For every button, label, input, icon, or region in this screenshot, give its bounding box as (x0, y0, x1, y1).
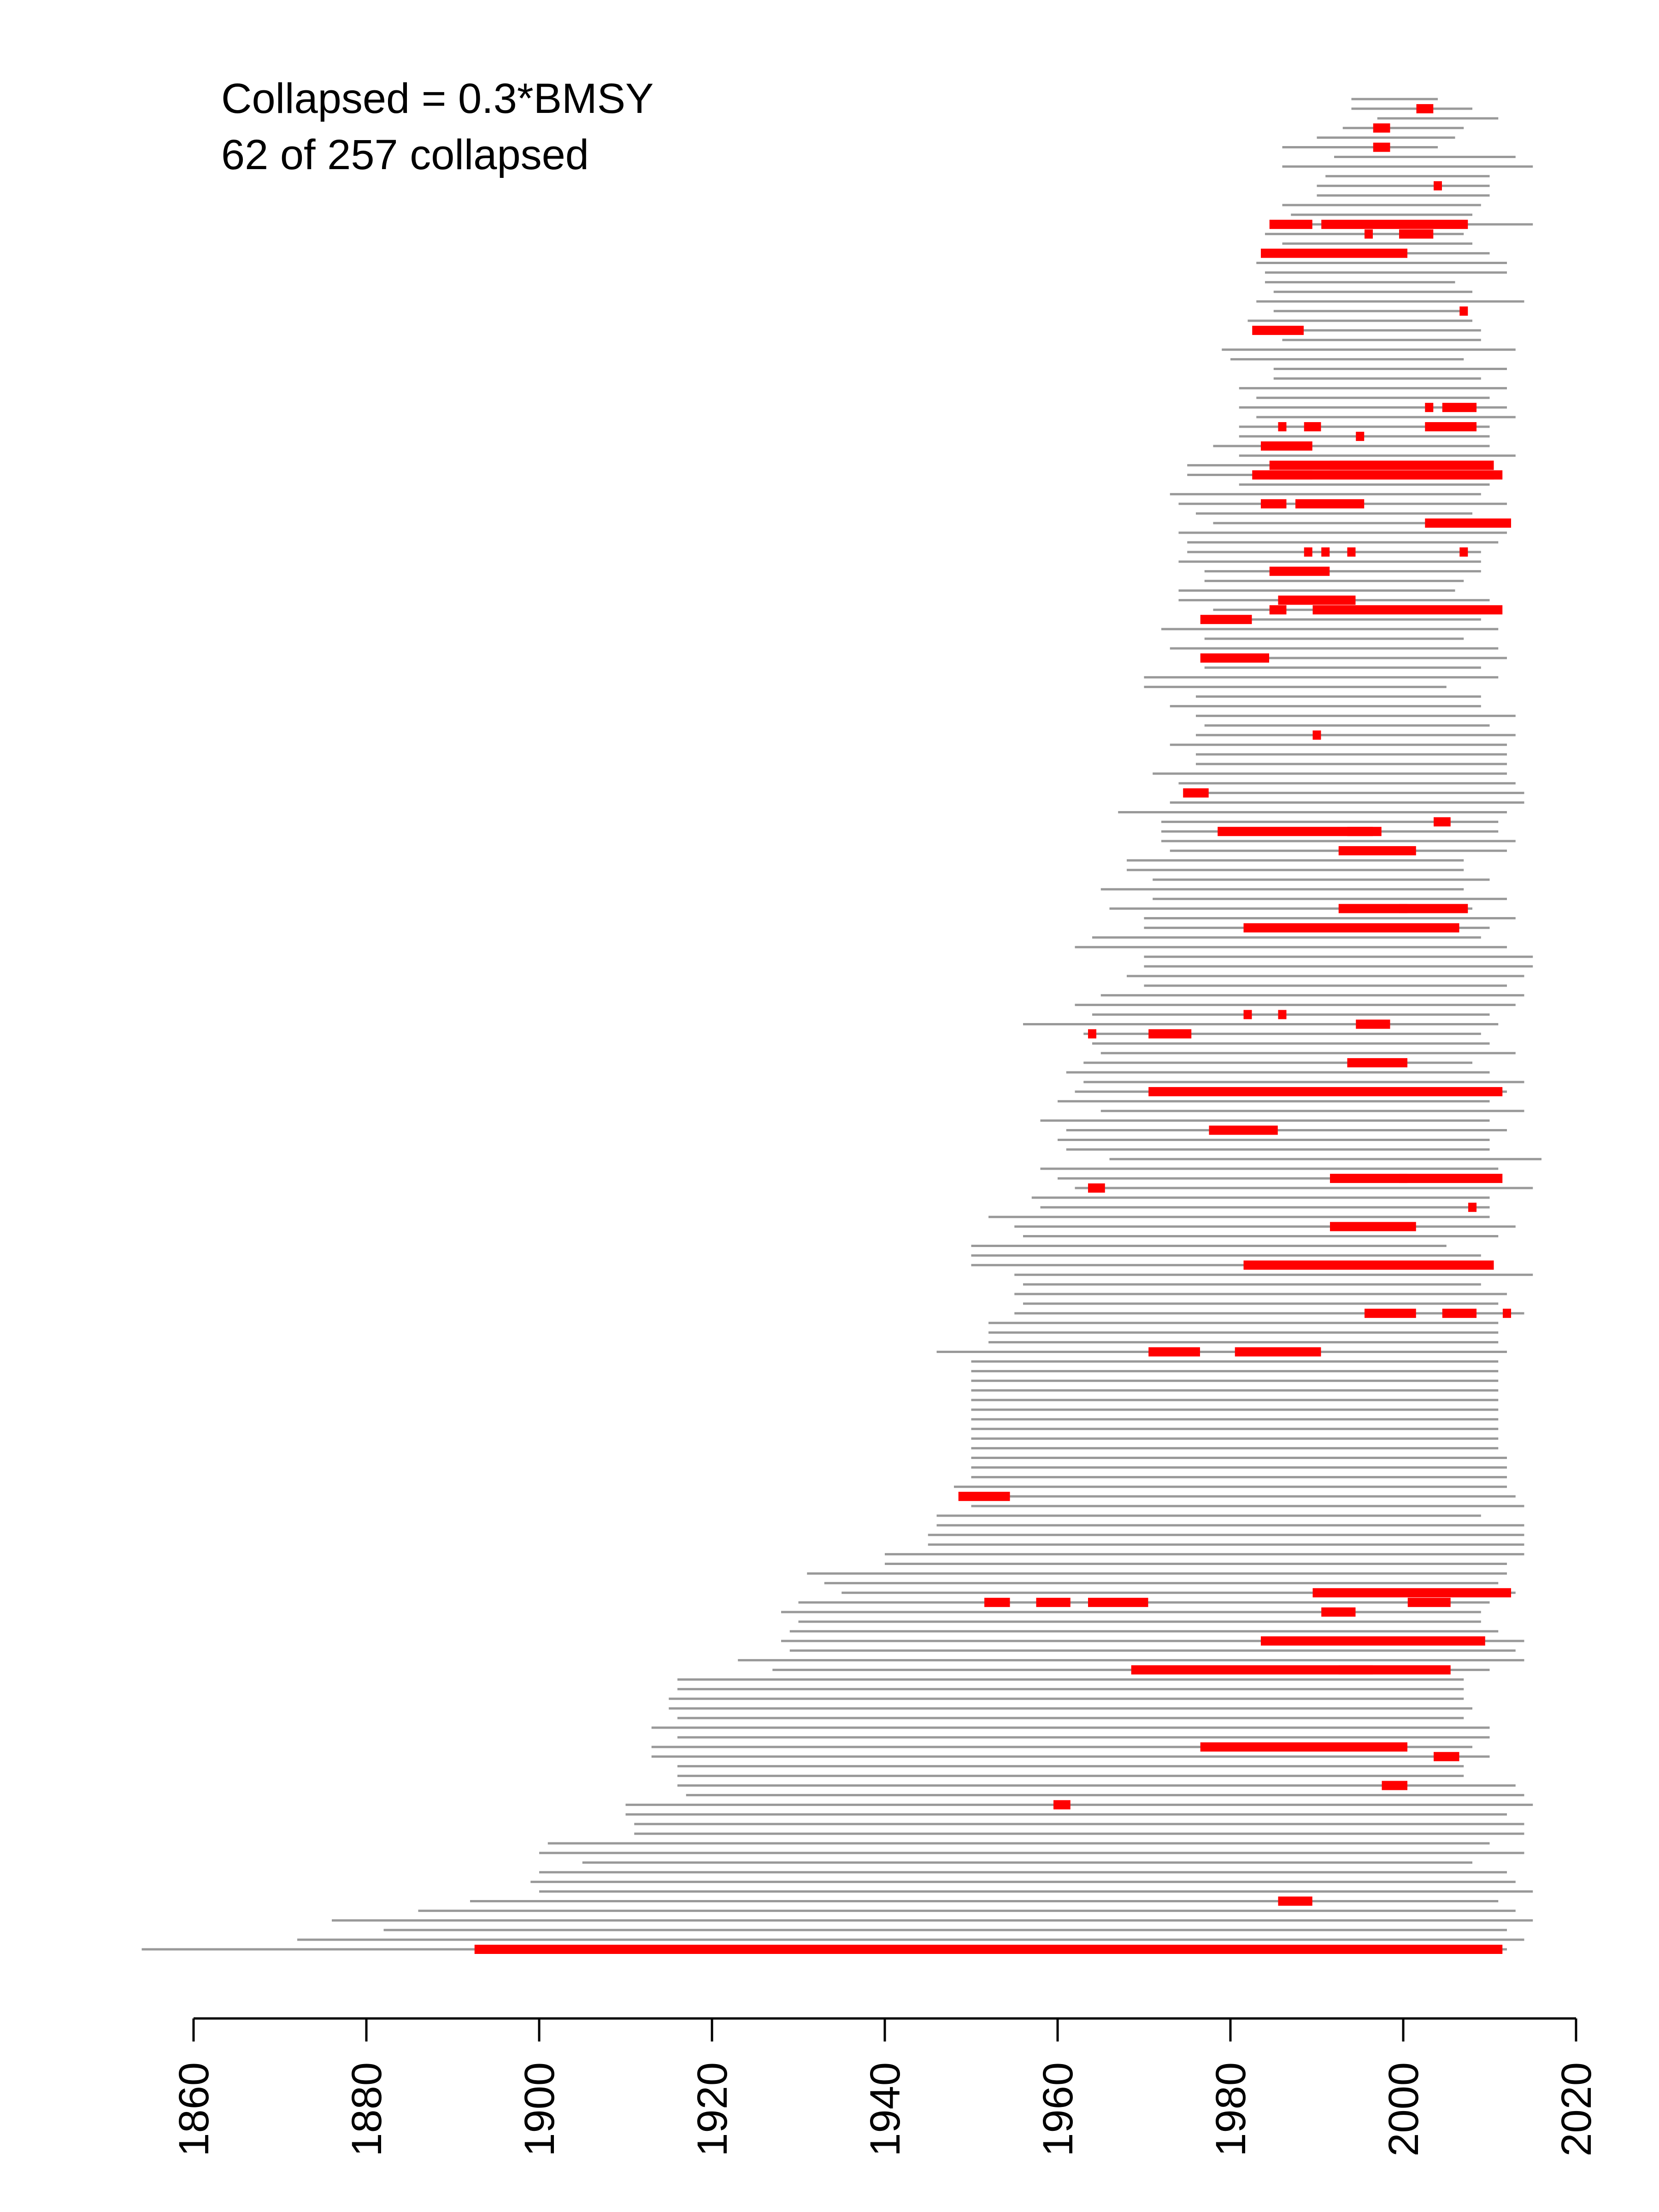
collapse-period-bar (1338, 904, 1407, 913)
collapse-period-bar (1148, 1087, 1503, 1096)
collapse-period-bar (1442, 1308, 1477, 1318)
collapse-period-bar (1278, 1010, 1287, 1019)
collapse-period-bar (1131, 1665, 1451, 1675)
collapse-period-bar (1148, 1029, 1192, 1039)
collapse-period-bar (1261, 248, 1407, 258)
collapse-period-bar (1261, 441, 1312, 451)
collapse-period-bar (1373, 142, 1390, 152)
x-axis-tick-label: 1920 (689, 2062, 736, 2157)
collapse-period-bar (1088, 1029, 1096, 1039)
collapse-period-bar (1295, 499, 1365, 509)
collapse-period-bar (1330, 460, 1494, 470)
collapse-period-bar (1278, 422, 1287, 431)
collapse-period-bar (1442, 403, 1477, 412)
collapse-period-bar (1218, 827, 1382, 836)
x-axis-tick-label: 2000 (1380, 2062, 1427, 2157)
x-axis-tick-label: 1880 (343, 2062, 390, 2157)
collapse-period-bar (1200, 615, 1252, 624)
collapse-period-bar (1261, 1636, 1485, 1646)
collapse-period-bar (1356, 431, 1365, 441)
collapse-period-bar (1304, 547, 1312, 557)
collapse-period-bar (1347, 827, 1373, 836)
collapse-period-bar (1330, 1222, 1416, 1231)
collapse-period-bar (1036, 1598, 1071, 1607)
collapse-period-bar (1243, 923, 1459, 933)
collapse-period-bar (1356, 1019, 1390, 1029)
collapse-period-bar (1434, 817, 1451, 827)
collapse-period-bar (1088, 1183, 1105, 1193)
x-axis-tick-label: 1960 (1035, 2062, 1082, 2157)
collapse-period-bar (1425, 518, 1511, 528)
collapse-period-bar (1416, 104, 1434, 113)
collapse-period-bar (1278, 595, 1356, 605)
collapse-periods-layer (474, 104, 1511, 1954)
collapse-period-bar (1330, 1174, 1407, 1183)
collapse-period-bar (1243, 1010, 1252, 1019)
collapse-period-bar (1243, 1260, 1494, 1270)
collapse-period-bar (1373, 123, 1390, 133)
collapse-period-bar (1407, 1598, 1451, 1607)
collapse-period-bar (1209, 1125, 1278, 1135)
collapse-period-bar (1088, 1598, 1148, 1607)
collapse-period-bar (1252, 325, 1304, 335)
collapse-period-bar (1053, 1800, 1071, 1810)
x-axis-tick-label: 2020 (1553, 2062, 1600, 2157)
collapse-period-bar (1425, 422, 1477, 431)
collapse-period-bar (1330, 470, 1494, 480)
collapse-period-bar (1321, 1607, 1356, 1617)
collapse-period-bar (1183, 788, 1209, 798)
collapse-period-bar (1347, 1058, 1407, 1068)
collapse-period-bar (474, 1945, 1503, 1954)
collapse-period-bar (984, 1598, 1010, 1607)
collapse-period-bar (958, 1492, 1010, 1501)
x-axis-tick-label: 1860 (171, 2062, 218, 2157)
collapse-period-bar (1321, 547, 1330, 557)
collapse-period-bar (1365, 1308, 1416, 1318)
collapse-period-bar (1312, 730, 1321, 740)
collapse-period-bar (1321, 219, 1468, 229)
collapse-period-bar (1338, 1665, 1373, 1675)
collapse-period-bar (1399, 1174, 1503, 1183)
collapse-period-bar (1459, 306, 1468, 316)
collapsed-count-annotation: 62 of 257 collapsed (221, 131, 589, 178)
collapse-period-bar (1148, 1347, 1200, 1357)
collapse-period-bar (1434, 1752, 1459, 1761)
x-axis-tick-label: 1940 (862, 2062, 909, 2157)
collapse-period-bar (1200, 1742, 1407, 1752)
x-axis-tick-label: 1900 (516, 2062, 563, 2157)
collapse-period-bar (1312, 1588, 1511, 1598)
collapse-period-bar (1269, 470, 1312, 480)
collapse-period-bar (1459, 547, 1468, 557)
collapse-period-bar (1399, 229, 1434, 239)
x-axis-tick-label: 1980 (1207, 2062, 1254, 2157)
collapse-period-bar (1269, 566, 1330, 576)
collapse-period-bar (1347, 547, 1356, 557)
collapse-period-bar (1269, 219, 1312, 229)
stock-records-layer (141, 98, 1541, 1951)
collapse-period-bar (1434, 181, 1442, 191)
collapse-period-bar (1278, 1896, 1312, 1906)
collapse-period-bar (1261, 499, 1287, 509)
collapse-period-bar (1503, 1308, 1511, 1318)
collapse-period-bar (1304, 422, 1321, 431)
collapse-threshold-annotation: Collapsed = 0.3*BMSY (221, 75, 654, 122)
collapse-period-bar (1312, 605, 1503, 615)
collapse-period-bar (1235, 1347, 1321, 1357)
collapse-period-bar (1200, 653, 1269, 663)
collapse-period-bar (1338, 846, 1416, 856)
collapse-period-bar (1382, 1781, 1407, 1790)
x-axis: 1860 1880 1900 1920 1940 1960 1980 2000 2020 (171, 2017, 1600, 2157)
collapse-period-bar (1425, 403, 1434, 412)
collapse-period-bar (1269, 605, 1287, 615)
collapse-period-bar (1468, 1202, 1477, 1212)
collapse-period-bar (1399, 904, 1468, 913)
collapse-period-bar (1365, 229, 1373, 239)
